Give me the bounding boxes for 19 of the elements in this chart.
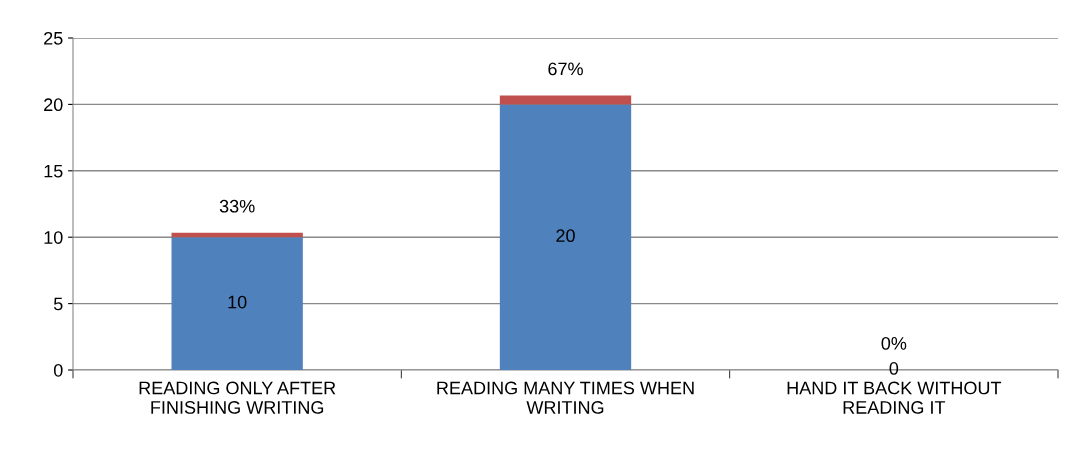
x-tick-label: READING MANY TIMES WHEN WRITING [437, 381, 694, 414]
data-label: 67% [548, 62, 583, 76]
x-tick-label: READING ONLY AFTER FINISHING WRITING [139, 381, 336, 414]
bar [171, 232, 303, 238]
y-tick-label: 15 [44, 164, 63, 178]
data-label: 10 [228, 295, 247, 309]
bar [499, 104, 632, 370]
bar [499, 95, 632, 105]
y-tick-label: 10 [44, 231, 63, 244]
data-label: 0% [881, 336, 907, 350]
y-tick-label: 25 [44, 31, 63, 45]
x-tick-label: HAND IT BACK WITHOUT READING IT [787, 381, 1002, 414]
bar [171, 237, 303, 370]
y-tick-label: 20 [44, 98, 63, 112]
data-label: 20 [556, 229, 575, 243]
y-tick-label: 0 [53, 363, 63, 377]
data-label: 0 [889, 362, 899, 375]
data-label: 33% [219, 199, 255, 213]
y-tick-label: 5 [53, 297, 63, 311]
